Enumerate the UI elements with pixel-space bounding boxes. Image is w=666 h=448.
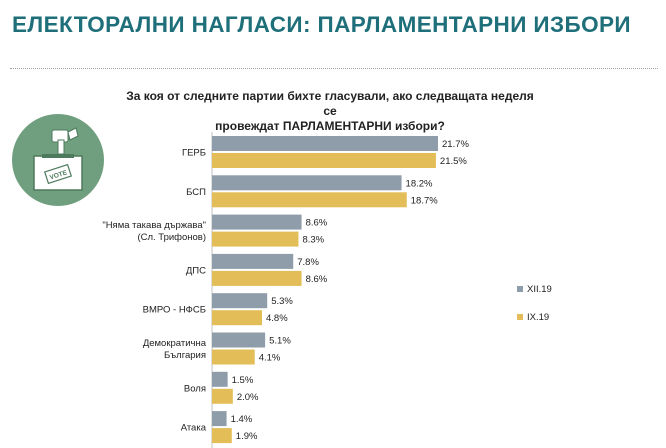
data-label: 18.2% xyxy=(406,178,433,189)
legend-swatch xyxy=(517,286,523,292)
legend-swatch xyxy=(517,314,523,320)
data-label: 5.3% xyxy=(271,296,293,307)
data-label: 8.3% xyxy=(302,235,324,246)
legend-label: IX.19 xyxy=(527,312,549,323)
bar-IX.19-0 xyxy=(212,153,436,168)
data-label: 4.1% xyxy=(259,353,281,364)
data-label: 1.9% xyxy=(236,431,258,442)
bar-IX.19-4 xyxy=(212,310,262,326)
data-label: 2.0% xyxy=(237,392,259,403)
bar-XII.19-7 xyxy=(212,411,227,427)
bar-XII.19-3 xyxy=(212,253,294,269)
data-label: 8.6% xyxy=(306,218,328,229)
data-label: 18.7% xyxy=(411,195,438,206)
bar-IX.19-7 xyxy=(212,428,232,444)
category-label: Воля xyxy=(184,383,206,394)
bar-XII.19-2 xyxy=(212,214,302,230)
bar-XII.19-4 xyxy=(212,293,268,309)
category-label: ГЕРБ xyxy=(182,148,206,159)
data-label: 1.4% xyxy=(231,414,253,425)
page-title: ЕЛЕКТОРАЛНИ НАГЛАСИ: ПАРЛАМЕНТАРНИ ИЗБОР… xyxy=(12,12,631,37)
chart-title-line-1: За коя от следните партии бихте гласувал… xyxy=(126,89,534,118)
bar-XII.19-5 xyxy=(212,332,266,348)
data-label: 8.6% xyxy=(306,274,328,285)
category-label: ДПС xyxy=(186,265,206,276)
category-label: "Няма такава държава" (Сл. Трифонов) xyxy=(102,220,206,243)
bar-IX.19-1 xyxy=(212,192,407,208)
category-label: ВМРО - НФСБ xyxy=(143,305,206,316)
category-label: Демократична България xyxy=(143,338,207,361)
bar-IX.19-5 xyxy=(212,349,255,365)
data-label: 5.1% xyxy=(269,336,291,347)
title-divider xyxy=(10,68,658,69)
category-label: Атака xyxy=(181,423,207,434)
bar-IX.19-6 xyxy=(212,388,233,404)
chart-title-line-2: провеждат ПАРЛАМЕНТАРНИ избори? xyxy=(215,119,445,133)
bar-XII.19-0 xyxy=(212,136,438,151)
bar-XII.19-6 xyxy=(212,371,228,387)
legend-label: XII.19 xyxy=(527,284,552,295)
bar-IX.19-2 xyxy=(212,231,299,247)
data-label: 7.8% xyxy=(297,257,319,268)
ballot-box-icon: VOTE xyxy=(12,114,104,206)
bar-IX.19-3 xyxy=(212,270,302,286)
data-label: 4.8% xyxy=(266,313,288,324)
data-label: 1.5% xyxy=(232,375,254,386)
data-label: 21.7% xyxy=(442,139,469,150)
bar-XII.19-1 xyxy=(212,175,402,191)
data-label: 21.5% xyxy=(440,156,467,167)
category-label: БСП xyxy=(186,187,206,198)
chart-title: За коя от следните партии бихте гласувал… xyxy=(120,89,540,134)
